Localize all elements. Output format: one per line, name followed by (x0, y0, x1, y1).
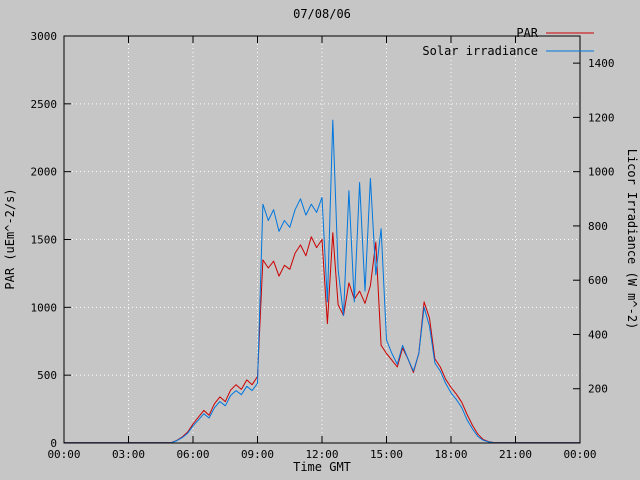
y-right-tick-label: 1400 (588, 57, 615, 70)
y-right-tick-label: 200 (588, 383, 608, 396)
x-axis-title: Time GMT (293, 460, 351, 474)
y-right-tick-label: 600 (588, 274, 608, 287)
y-right-tick-label: 1000 (588, 166, 615, 179)
x-tick-label: 15:00 (370, 448, 403, 461)
x-tick-label: 18:00 (434, 448, 467, 461)
x-tick-label: 12:00 (305, 448, 338, 461)
y-left-tick-label: 1500 (31, 234, 58, 247)
y-left-tick-label: 0 (50, 437, 57, 450)
x-tick-label: 09:00 (241, 448, 274, 461)
x-tick-label: 21:00 (499, 448, 532, 461)
y-right-tick-label: 800 (588, 220, 608, 233)
y-right-tick-label: 1200 (588, 111, 615, 124)
y-left-tick-label: 1000 (31, 301, 58, 314)
y-right-axis-title: Licor Irradiance (W m^-2) (625, 149, 639, 330)
plot-border (63, 35, 581, 444)
x-tick-label: 00:00 (47, 448, 80, 461)
legend-par-label: PAR (516, 26, 538, 40)
y-left-tick-label: 3000 (31, 30, 58, 43)
x-tick-label: 03:00 (112, 448, 145, 461)
y-right-tick-label: 400 (588, 328, 608, 341)
y-left-axis-title: PAR (uEm^-2/s) (3, 188, 17, 289)
legend-solar-label: Solar irradiance (422, 44, 538, 58)
y-left-tick-label: 2500 (31, 98, 58, 111)
x-tick-label: 00:00 (563, 448, 596, 461)
x-tick-label: 06:00 (176, 448, 209, 461)
chart-title: 07/08/06 (293, 7, 351, 21)
y-left-tick-label: 500 (37, 369, 57, 382)
y-left-tick-label: 2000 (31, 166, 58, 179)
